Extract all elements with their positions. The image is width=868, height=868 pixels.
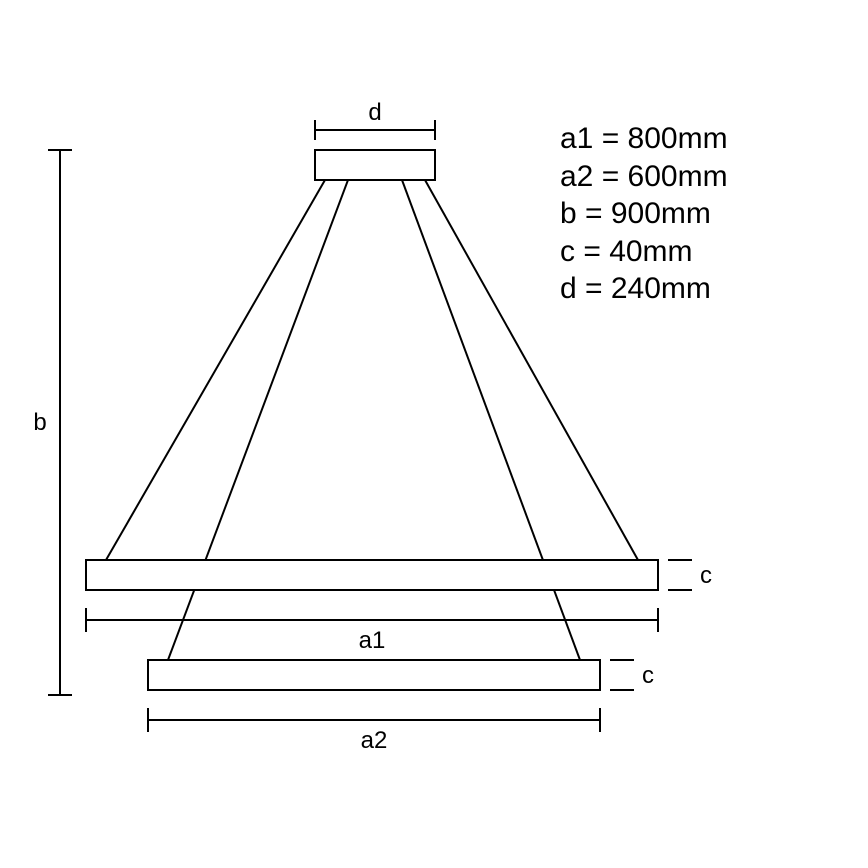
- svg-text:a2: a2: [361, 727, 388, 754]
- legend-d: d = 240mm: [560, 270, 728, 308]
- svg-text:b: b: [33, 409, 46, 436]
- dimension-legend: a1 = 800mm a2 = 600mm b = 900mm c = 40mm…: [560, 120, 728, 308]
- svg-text:a1: a1: [359, 627, 386, 654]
- legend-a2: a2 = 600mm: [560, 158, 728, 196]
- svg-text:d: d: [368, 99, 381, 126]
- svg-text:c: c: [642, 662, 654, 689]
- svg-text:c: c: [700, 562, 712, 589]
- legend-c: c = 40mm: [560, 233, 728, 271]
- legend-b: b = 900mm: [560, 195, 728, 233]
- legend-a1: a1 = 800mm: [560, 120, 728, 158]
- pendant-lamp-diagram: d b a1 a2 c c: [0, 0, 868, 868]
